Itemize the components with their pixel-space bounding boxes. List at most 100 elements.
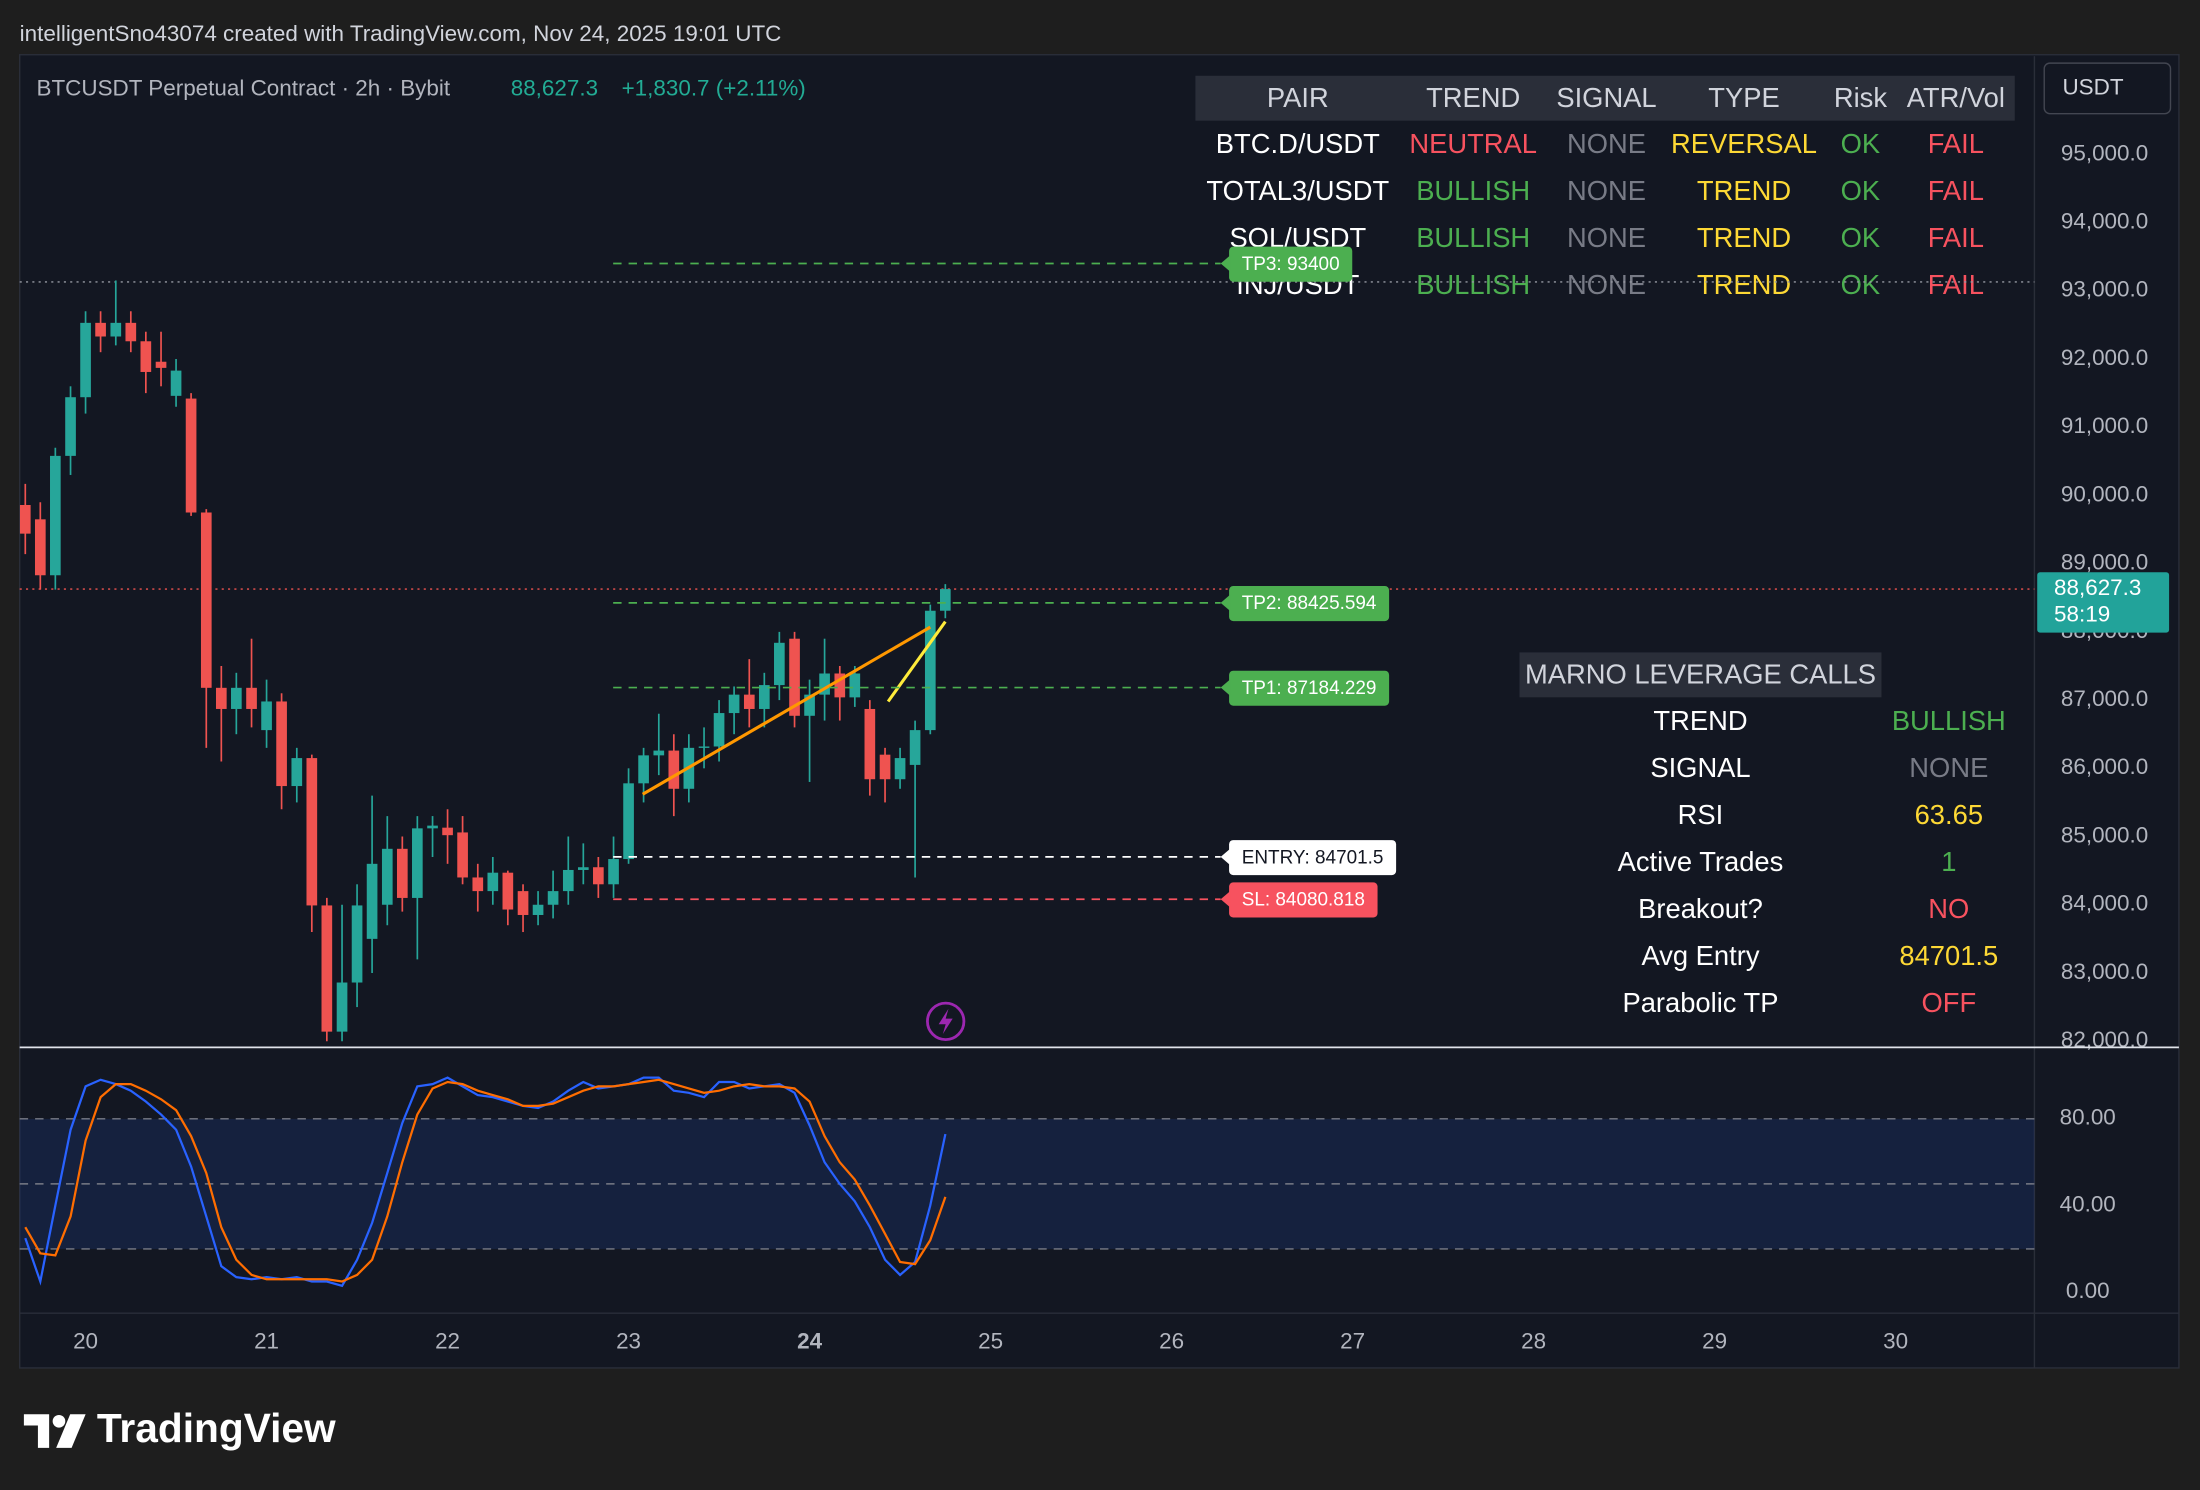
candle-body xyxy=(50,455,61,576)
y-tick-label: 86,000.0 xyxy=(2061,754,2148,779)
candle-body xyxy=(819,673,830,695)
candle-body xyxy=(562,869,574,892)
alert-icon[interactable] xyxy=(926,1001,966,1042)
calls-title-bg xyxy=(1519,652,1882,698)
y-tick-label: 90,000.0 xyxy=(2061,481,2148,506)
table-cell: BULLISH xyxy=(1416,269,1530,300)
candle-body xyxy=(246,687,257,709)
candle-body xyxy=(909,730,921,765)
y-tick-label: 91,000.0 xyxy=(2061,413,2148,438)
table-cell: TOTAL3/USDT xyxy=(1206,175,1389,206)
candle-body xyxy=(34,519,46,576)
candle-body xyxy=(215,687,227,709)
candle-body xyxy=(457,832,468,878)
candle-body xyxy=(381,848,393,905)
symbol-title: BTCUSDT Perpetual Contract · 2h · Bybit xyxy=(37,76,451,101)
candle-body xyxy=(758,685,770,709)
last-price-box xyxy=(2037,572,2170,633)
candle-body xyxy=(472,877,484,892)
logo-mark xyxy=(23,1414,50,1448)
candle-body xyxy=(291,758,303,787)
table-cell: FAIL xyxy=(1928,128,1984,159)
candle-body xyxy=(125,322,137,342)
candle-body xyxy=(502,872,514,910)
candle-body xyxy=(804,694,815,716)
candle-body xyxy=(789,638,800,716)
table-cell: TREND xyxy=(1697,222,1791,253)
change-quote: +1,830.7 (+2.11%) xyxy=(622,76,806,101)
table-cell: TREND xyxy=(1697,269,1791,300)
calls-value: OFF xyxy=(1921,987,1976,1018)
attribution: intelligentSno43074 created with Trading… xyxy=(20,21,782,46)
x-tick-label: 23 xyxy=(616,1329,641,1354)
table-cell: BULLISH xyxy=(1416,222,1530,253)
x-tick-label: 27 xyxy=(1340,1329,1365,1354)
y-tick-label: 94,000.0 xyxy=(2061,208,2148,233)
candle-body xyxy=(517,891,529,915)
candle-body xyxy=(668,750,680,789)
x-tick-label: 25 xyxy=(978,1329,1003,1354)
table-header: TREND xyxy=(1426,82,1520,113)
table-cell: NONE xyxy=(1567,269,1646,300)
candle-body xyxy=(532,904,544,915)
trade-level-box xyxy=(1229,246,1353,282)
x-tick-label: 22 xyxy=(435,1329,460,1354)
trade-level-label: TP3: 93400 xyxy=(1242,254,1340,275)
calls-value: 1 xyxy=(1941,846,1956,877)
table-cell: FAIL xyxy=(1928,222,1984,253)
candle-body xyxy=(894,758,906,780)
calls-label: TREND xyxy=(1653,705,1747,736)
trade-level-box xyxy=(1229,670,1390,706)
plot: 82,000.0 83,000.0 84,000.0 85,000.0 86,000.0… xyxy=(19,140,2170,1354)
x-tick-label: 29 xyxy=(1702,1329,1727,1354)
candle-body xyxy=(80,322,91,398)
alert-bolt[interactable] xyxy=(938,1008,953,1035)
alert-circle[interactable] xyxy=(926,1001,966,1042)
chart-area xyxy=(18,54,2180,1369)
table-cell: NONE xyxy=(1567,128,1646,159)
y-tick-label: 80.00 xyxy=(2060,1105,2116,1130)
y-tick-label: 95,000.0 xyxy=(2061,140,2148,165)
candle-body xyxy=(487,872,499,892)
candle-body xyxy=(336,982,348,1032)
calls-value: 63.65 xyxy=(1915,799,1983,830)
last-quote: 88,627.3 xyxy=(511,76,598,101)
tables: PAIR TREND SIGNAL TYPE Risk ATR/Vol BTC.D/USDT… xyxy=(1195,75,2015,1018)
logo: TradingView xyxy=(23,1405,336,1451)
candle-body xyxy=(547,891,559,905)
candle-body xyxy=(879,754,891,780)
candle-body xyxy=(834,673,846,698)
table-cell: OK xyxy=(1841,269,1881,300)
candle-body xyxy=(351,905,363,983)
candle-body xyxy=(743,694,755,709)
candle-body xyxy=(306,758,318,906)
trade-level-arrow xyxy=(1220,890,1231,908)
currency-box[interactable] xyxy=(2043,62,2172,115)
y-tick-label: 0.00 xyxy=(2066,1278,2110,1303)
candle-body xyxy=(728,694,740,714)
logo-text: TradingView xyxy=(97,1405,336,1451)
candle-body xyxy=(110,322,122,337)
stoch-line xyxy=(24,1076,947,1288)
y-tick-label: 87,000.0 xyxy=(2061,686,2148,711)
candle-body xyxy=(261,701,272,731)
calls-value: BULLISH xyxy=(1892,705,2006,736)
candle-body xyxy=(864,708,876,780)
table-cell: BULLISH xyxy=(1416,175,1530,206)
candle-body xyxy=(593,867,604,885)
table-cell: NONE xyxy=(1567,222,1646,253)
candle-body xyxy=(774,642,785,686)
calls-label: Breakout? xyxy=(1638,893,1763,924)
table-cell: OK xyxy=(1841,175,1881,206)
candle-body xyxy=(623,783,634,860)
candle-body xyxy=(170,370,182,396)
x-tick-label: 28 xyxy=(1521,1329,1546,1354)
trade-level-arrow xyxy=(1220,255,1231,272)
calls-title: MARNO LEVERAGE CALLS xyxy=(1525,658,1876,689)
calls-label: Avg Entry xyxy=(1641,940,1759,971)
currency[interactable]: USDT xyxy=(2062,74,2123,99)
candle-body xyxy=(140,341,152,372)
candle-body xyxy=(185,398,197,513)
table-cell: OK xyxy=(1841,222,1881,253)
